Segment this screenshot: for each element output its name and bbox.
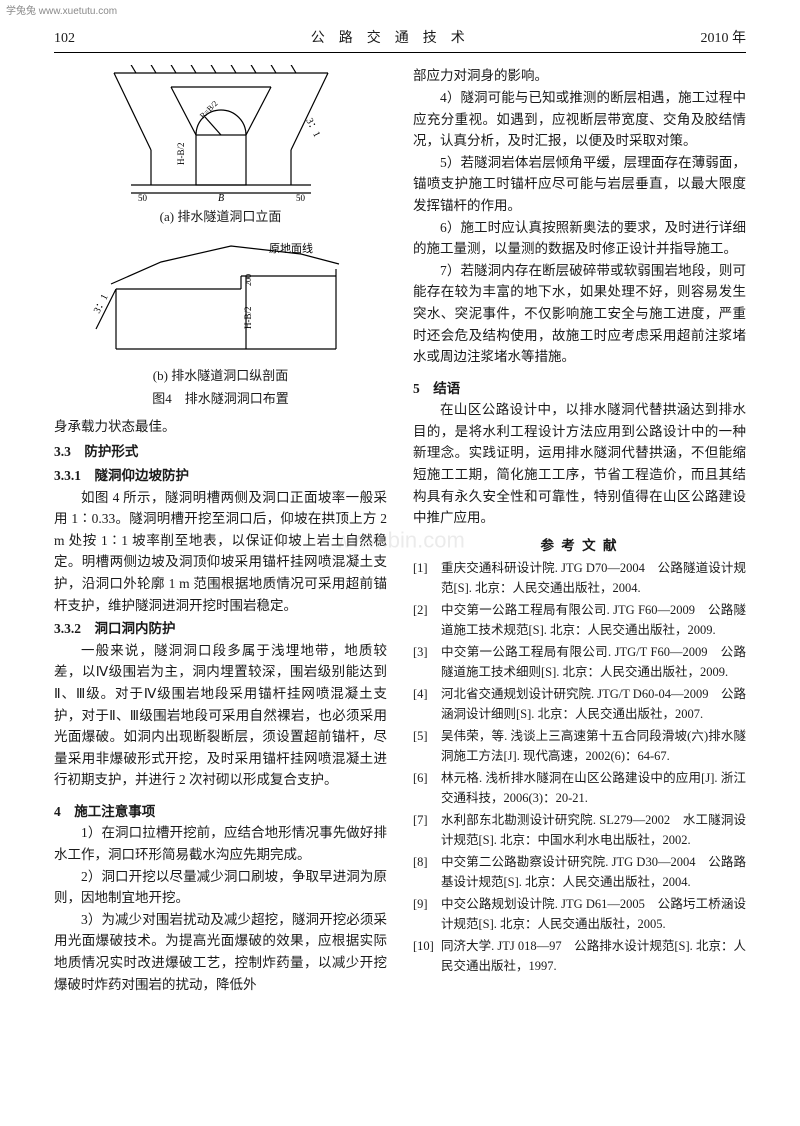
references-title: 参 考 文 献 <box>413 535 746 557</box>
page-header: 102 公 路 交 通 技 术 2010 年 <box>54 28 746 53</box>
right-column: 部应力对洞身的影响。 4）隧洞可能与已知或推测的断层相遇，施工过程中应充分重视。… <box>413 65 746 995</box>
reference-item: [5]吴伟荣，等. 浅谈上三高速第十五合同段滑坡(六)排水隧洞施工方法[J]. … <box>413 726 746 766</box>
fig4a-dim-width: B <box>218 193 224 204</box>
para-4-3: 3）为减少对围岩扰动及减少超挖，隧洞开挖必须采用光面爆破技术。为提高光面爆破的效… <box>54 909 387 995</box>
year: 2010 年 <box>701 28 747 50</box>
fig4a-dim-right: 50 <box>296 193 306 203</box>
fig4b-svg: 原地面线 200 H-B/2 3：1 <box>91 234 351 364</box>
fig4b-dim2: H-B/2 <box>243 307 253 330</box>
sec-5: 5 结语 <box>413 378 746 400</box>
reference-item: [6]林元格. 浅析排水隧洞在山区公路建设中的应用[J]. 浙江交通科技，200… <box>413 768 746 808</box>
left-column: 50 B 50 H-B/2 R=B/2 3：1 (a) 排水隧道洞口立面 <box>54 65 387 995</box>
sec-3-3-2: 3.3.2 洞口洞内防护 <box>54 618 387 640</box>
watermark-top: 学兔兔 www.xuetutu.com <box>6 4 117 20</box>
reference-text: 林元格. 浅析排水隧洞在山区公路建设中的应用[J]. 浙江交通科技，2006(3… <box>441 768 746 808</box>
content-columns: 50 B 50 H-B/2 R=B/2 3：1 (a) 排水隧道洞口立面 <box>54 65 746 995</box>
reference-text: 中交第一公路工程局有限公司. JTG/T F60—2009 公路隧道施工技术细则… <box>441 642 746 682</box>
references-list: [1]重庆交通科研设计院. JTG D70—2004 公路隧道设计规范[S]. … <box>413 558 746 976</box>
para-3-3-1: 如图 4 所示，隧洞明槽两侧及洞口正面坡率一般采用 1∶0.33。隧洞明槽开挖至… <box>54 487 387 617</box>
right-cont-line: 部应力对洞身的影响。 <box>413 65 746 87</box>
reference-number: [10] <box>413 936 441 976</box>
reference-text: 同济大学. JTJ 018—97 公路排水设计规范[S]. 北京：人民交通出版社… <box>441 936 746 976</box>
fig4a-slope: 3：1 <box>303 117 322 140</box>
reference-item: [1]重庆交通科研设计院. JTG D70—2004 公路隧道设计规范[S]. … <box>413 558 746 598</box>
para-5: 在山区公路设计中，以排水隧洞代替拱涵达到排水目的，是将水利工程设计方法应用到公路… <box>413 399 746 529</box>
reference-item: [9]中交公路规划设计院. JTG D61—2005 公路圬工桥涵设计规范[S]… <box>413 894 746 934</box>
para-4-1: 1）在洞口拉槽开挖前，应结合地形情况事先做好排水工作，洞口环形简易截水沟应先期完… <box>54 822 387 865</box>
para-3-3-2: 一般来说，隧洞洞口段多属于浅埋地带，地质较差，以Ⅳ级围岩为主，洞内埋置较深，围岩… <box>54 640 387 791</box>
reference-text: 吴伟荣，等. 浅谈上三高速第十五合同段滑坡(六)排水隧洞施工方法[J]. 现代高… <box>441 726 746 766</box>
reference-text: 水利部东北勘测设计研究院. SL279—2002 水工隧洞设计规范[S]. 北京… <box>441 810 746 850</box>
page: 学兔兔 www.xuetutu.com www.bin.com 102 公 路 … <box>0 0 800 1126</box>
reference-text: 中交第一公路工程局有限公司. JTG F60—2009 公路隧道施工技术规范[S… <box>441 600 746 640</box>
para-4-6: 6）施工时应认真按照新奥法的要求，及时进行详细的施工量测，以量测的数据及时修正设… <box>413 217 746 260</box>
reference-item: [10]同济大学. JTJ 018—97 公路排水设计规范[S]. 北京：人民交… <box>413 936 746 976</box>
sec-3-3: 3.3 防护形式 <box>54 441 387 463</box>
fig4a-caption: (a) 排水隧道洞口立面 <box>160 207 282 228</box>
reference-text: 中交公路规划设计院. JTG D61—2005 公路圬工桥涵设计规范[S]. 北… <box>441 894 746 934</box>
reference-number: [7] <box>413 810 441 850</box>
reference-number: [4] <box>413 684 441 724</box>
fig4b-caption: (b) 排水隧道洞口纵剖面 <box>153 366 288 387</box>
reference-number: [8] <box>413 852 441 892</box>
reference-number: [5] <box>413 726 441 766</box>
journal-title: 公 路 交 通 技 术 <box>311 28 465 50</box>
fig4a-dim-left: 50 <box>138 193 148 203</box>
fig4a-svg: 50 B 50 H-B/2 R=B/2 3：1 <box>106 65 336 205</box>
reference-number: [9] <box>413 894 441 934</box>
reference-text: 中交第二公路勘察设计研究院. JTG D30—2004 公路路基设计规范[S].… <box>441 852 746 892</box>
reference-number: [1] <box>413 558 441 598</box>
reference-text: 河北省交通规划设计研究院. JTG/T D60‑04—2009 公路涵洞设计细则… <box>441 684 746 724</box>
fig4b-dim1: 200 <box>244 274 253 286</box>
fig4a-dim-height: H-B/2 <box>176 143 186 166</box>
reference-item: [8]中交第二公路勘察设计研究院. JTG D30—2004 公路路基设计规范[… <box>413 852 746 892</box>
sec-4: 4 施工注意事项 <box>54 801 387 823</box>
page-number: 102 <box>54 28 75 50</box>
figure-4b: 原地面线 200 H-B/2 3：1 (b) 排水隧道洞口纵剖面 图4 排水隧洞… <box>54 234 387 410</box>
fig4b-ground: 原地面线 <box>269 241 313 255</box>
reference-item: [2]中交第一公路工程局有限公司. JTG F60—2009 公路隧道施工技术规… <box>413 600 746 640</box>
para-4-7: 7）若隧洞内存在断层破碎带或软弱围岩地段，则可能存在较为丰富的地下水，如果处理不… <box>413 260 746 368</box>
left-cont-line: 身承载力状态最佳。 <box>54 416 387 438</box>
reference-text: 重庆交通科研设计院. JTG D70—2004 公路隧道设计规范[S]. 北京：… <box>441 558 746 598</box>
sec-3-3-1: 3.3.1 隧洞仰边坡防护 <box>54 465 387 487</box>
reference-number: [2] <box>413 600 441 640</box>
figure-4a: 50 B 50 H-B/2 R=B/2 3：1 (a) 排水隧道洞口立面 <box>54 65 387 228</box>
fig4-main-caption: 图4 排水隧洞洞口布置 <box>152 389 289 410</box>
reference-number: [6] <box>413 768 441 808</box>
reference-item: [4]河北省交通规划设计研究院. JTG/T D60‑04—2009 公路涵洞设… <box>413 684 746 724</box>
fig4a-arch-r: R=B/2 <box>198 99 220 121</box>
reference-item: [3]中交第一公路工程局有限公司. JTG/T F60—2009 公路隧道施工技… <box>413 642 746 682</box>
para-4-4: 4）隧洞可能与已知或推测的断层相遇，施工过程中应充分重视。如遇到，应视断层带宽度… <box>413 87 746 152</box>
reference-number: [3] <box>413 642 441 682</box>
reference-item: [7]水利部东北勘测设计研究院. SL279—2002 水工隧洞设计规范[S].… <box>413 810 746 850</box>
para-4-2: 2）洞口开挖以尽量减少洞口刷坡，争取早进洞为原则，因地制宜地开挖。 <box>54 866 387 909</box>
para-4-5: 5）若隧洞岩体岩层倾角平缓，层理面存在薄弱面，锚喷支护施工时锚杆应尽可能与岩层垂… <box>413 152 746 217</box>
